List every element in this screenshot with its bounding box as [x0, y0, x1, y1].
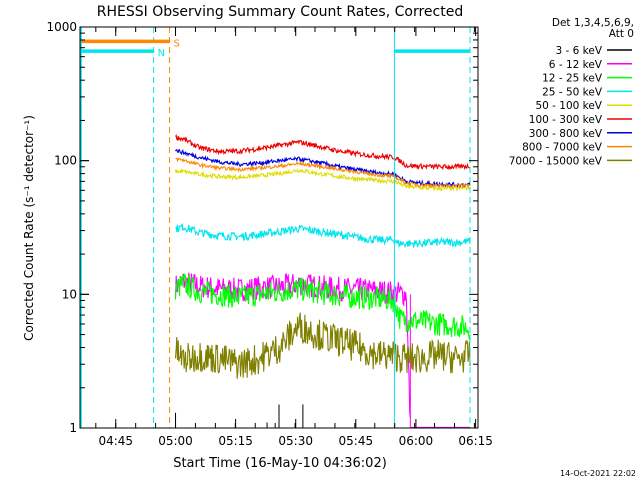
series-line-25-50-kev [175, 223, 471, 249]
legend-label-100-300-kev: 100 - 300 keV [529, 114, 603, 126]
series-line-800-7000-kev [175, 157, 471, 189]
series-line-300-800-kev [175, 148, 471, 189]
series-line-6-12-kev [174, 272, 411, 419]
series-line-100-300-kev [175, 133, 471, 171]
x-tick-label: 06:15 [458, 434, 493, 448]
legend-label-6-12-kev: 6 - 12 keV [549, 59, 603, 71]
y-axis-label: Corrected Count Rate (s⁻¹ detector⁻¹) [22, 115, 36, 341]
legend-label-25-50-kev: 25 - 50 keV [542, 86, 603, 98]
flag-label-s: S [174, 38, 180, 49]
x-tick-label: 05:45 [339, 434, 374, 448]
legend-label-800-7000-kev: 800 - 7000 keV [522, 142, 603, 154]
legend: Det 1,3,4,5,6,9,Att 0 3 - 6 keV 6 - 12 keV… [509, 17, 634, 167]
plot-area: SN 1 10 100 1000 04:45 05:00 05:15 05:30 05:45 06:… [46, 20, 492, 448]
series-line-7000-15000-kev [174, 312, 471, 379]
x-tick-label: 06:00 [399, 434, 434, 448]
legend-label-300-800-kev: 300 - 800 keV [529, 128, 603, 140]
chart-title: RHESSI Observing Summary Count Rates, Co… [97, 4, 463, 20]
axes-frame [79, 26, 479, 429]
legend-label-3-6-kev: 3 - 6 keV [555, 45, 602, 57]
series-line-50-100-kev [174, 167, 471, 192]
y-tick-label: 100 [54, 154, 77, 168]
legend-header: Att 0 [609, 28, 634, 40]
y-tick-label: 1 [69, 421, 77, 435]
x-tick-label: 05:15 [218, 434, 253, 448]
x-axis-label: Start Time (16-May-10 04:36:02) [173, 456, 387, 471]
x-tick-label: 05:30 [278, 434, 313, 448]
legend-label-12-25-kev: 12 - 25 keV [542, 73, 603, 85]
legend-label-7000-15000-kev: 7000 - 15000 keV [509, 155, 603, 167]
series-line-12-25-kev [174, 272, 471, 340]
legend-label-50-100-kev: 50 - 100 keV [535, 100, 602, 112]
y-tick-label: 1000 [46, 20, 77, 34]
x-tick-label: 05:00 [158, 434, 193, 448]
legend-header: Det 1,3,4,5,6,9, [552, 17, 634, 29]
flag-label-n: N [158, 48, 165, 59]
y-tick-label: 10 [62, 287, 77, 301]
x-tick-label: 04:45 [98, 434, 133, 448]
timestamp: 14-Oct-2021 22:02 [560, 469, 636, 478]
